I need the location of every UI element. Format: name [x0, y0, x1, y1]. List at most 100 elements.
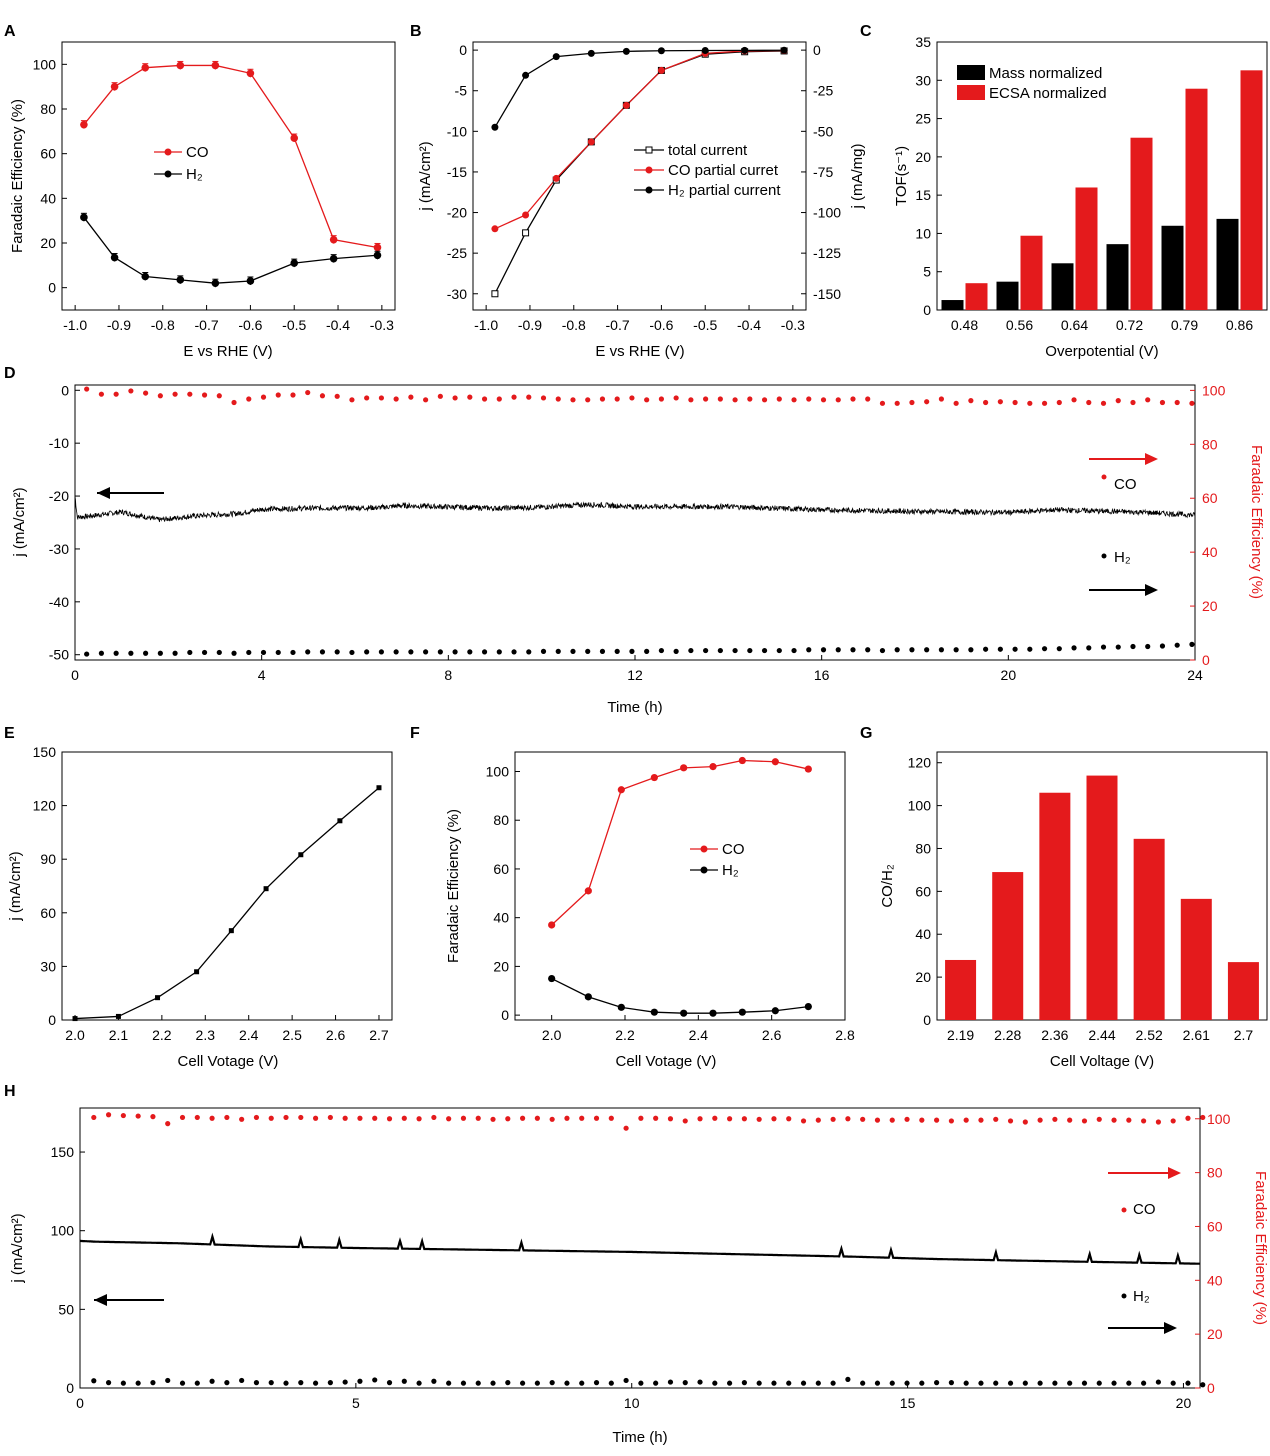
point-h-co [534, 1115, 540, 1121]
point-b-total [491, 290, 499, 298]
point-h-h2 [1081, 1380, 1088, 1386]
ytick-label-h: 0 [66, 1380, 74, 1396]
point-h-co [712, 1115, 718, 1121]
bar-g-ratio [1133, 838, 1165, 1020]
ytick-right-label-d: 0 [1202, 652, 1210, 668]
point-d-h2 [806, 647, 812, 653]
point-a-co [373, 243, 382, 252]
point-e-current [155, 995, 161, 1001]
point-h-h2 [1037, 1380, 1043, 1386]
point-h-h2 [948, 1380, 954, 1386]
point-d-co [437, 393, 443, 399]
point-h-h2 [786, 1380, 792, 1386]
point-h-co [490, 1116, 496, 1122]
point-d-co [717, 396, 723, 402]
point-d-co [216, 393, 222, 399]
xtick-label-h: 20 [1176, 1395, 1192, 1411]
point-h-h2 [549, 1380, 555, 1386]
point-d-co [614, 396, 620, 402]
ytick-label-g: 80 [915, 840, 931, 856]
point-h-h2 [608, 1380, 614, 1386]
xtick-label-e: 2.7 [369, 1027, 389, 1043]
point-d-co [791, 397, 797, 403]
xtick-label-g: 2.36 [1041, 1027, 1068, 1043]
point-h-co [120, 1112, 126, 1119]
point-d-h2 [570, 648, 576, 654]
xtick-label-b: -0.6 [649, 317, 673, 333]
point-d-h2 [128, 650, 134, 656]
arrow-left-d [97, 487, 110, 499]
bar-c-mass [1106, 244, 1129, 310]
ytick-label-e: 60 [40, 905, 56, 921]
xtick-label-g: 2.28 [994, 1027, 1021, 1043]
ylabel-f: Faradaic Efficiency (%) [445, 809, 462, 963]
point-d-co [894, 400, 900, 406]
xtick-label-g: 2.52 [1136, 1027, 1163, 1043]
point-a-h2 [290, 259, 299, 267]
ytick-label-g: 0 [923, 1012, 931, 1028]
point-d-h2 [526, 649, 532, 655]
point-h-h2 [963, 1380, 969, 1386]
xtick-label-f: 2.0 [542, 1027, 562, 1043]
point-d-h2 [246, 649, 252, 656]
point-e-current [337, 818, 343, 824]
point-d-co [1189, 400, 1195, 406]
arrow-right-co-d [1145, 453, 1158, 465]
ytick-label-e: 30 [40, 958, 56, 974]
line-d-current [74, 496, 1196, 523]
point-d-h2 [231, 650, 237, 656]
bar-g-ratio [1039, 792, 1071, 1020]
ytick-label-g: 60 [915, 883, 931, 899]
point-h-h2 [475, 1380, 481, 1386]
ytick-label-f: 20 [493, 958, 509, 974]
xtick-label-b: -0.7 [606, 317, 630, 333]
plot-frame-a [61, 41, 396, 311]
point-h-co [253, 1114, 260, 1121]
point-f-h2 [804, 1003, 812, 1011]
xtick-label-h: 15 [900, 1395, 916, 1411]
ylabel-e: j (mA/cm²) [7, 851, 24, 921]
point-d-co [1056, 399, 1062, 406]
ytick-label-f: 80 [493, 812, 509, 828]
ytick-right-label-d: 100 [1202, 382, 1226, 398]
point-h-h2 [1111, 1380, 1117, 1386]
point-d-co [658, 396, 665, 402]
point-h-h2 [446, 1380, 452, 1386]
point-e-current [228, 928, 234, 934]
point-d-co [953, 400, 959, 406]
point-h-h2 [623, 1377, 629, 1384]
point-h-h2 [889, 1380, 895, 1386]
point-d-co [98, 391, 105, 397]
point-d-co [1159, 399, 1166, 406]
panel-label-h: H [4, 1083, 16, 1100]
point-a-h2 [329, 254, 338, 263]
point-h-h2 [1155, 1379, 1161, 1385]
ytick-right-label-b: -75 [813, 164, 833, 180]
point-h-co [431, 1114, 437, 1121]
point-h-h2 [165, 1377, 171, 1384]
ytick-label-e: 0 [48, 1012, 56, 1028]
point-f-co [804, 765, 812, 773]
point-h-co [948, 1118, 954, 1124]
point-f-h2 [709, 1009, 717, 1017]
point-a-co [211, 61, 220, 70]
line-e-current [74, 787, 380, 1020]
point-h-co [978, 1117, 984, 1123]
point-h-h2 [1067, 1380, 1073, 1386]
point-d-h2 [1100, 644, 1107, 650]
point-f-h2 [771, 1007, 779, 1015]
legend-a-marker-co [164, 148, 172, 156]
point-d-h2 [1041, 646, 1048, 652]
point-h-h2 [564, 1380, 570, 1386]
point-a-co [141, 63, 150, 72]
point-b-total [522, 229, 530, 237]
point-h-h2 [239, 1377, 245, 1384]
point-d-co [275, 392, 281, 398]
point-h-co [800, 1118, 807, 1124]
point-h-co [105, 1112, 112, 1118]
point-d-h2 [423, 649, 429, 655]
point-h-h2 [1096, 1380, 1102, 1386]
point-d-co [481, 396, 488, 402]
point-f-co [738, 756, 746, 765]
xtick-label-e: 2.0 [65, 1027, 85, 1043]
